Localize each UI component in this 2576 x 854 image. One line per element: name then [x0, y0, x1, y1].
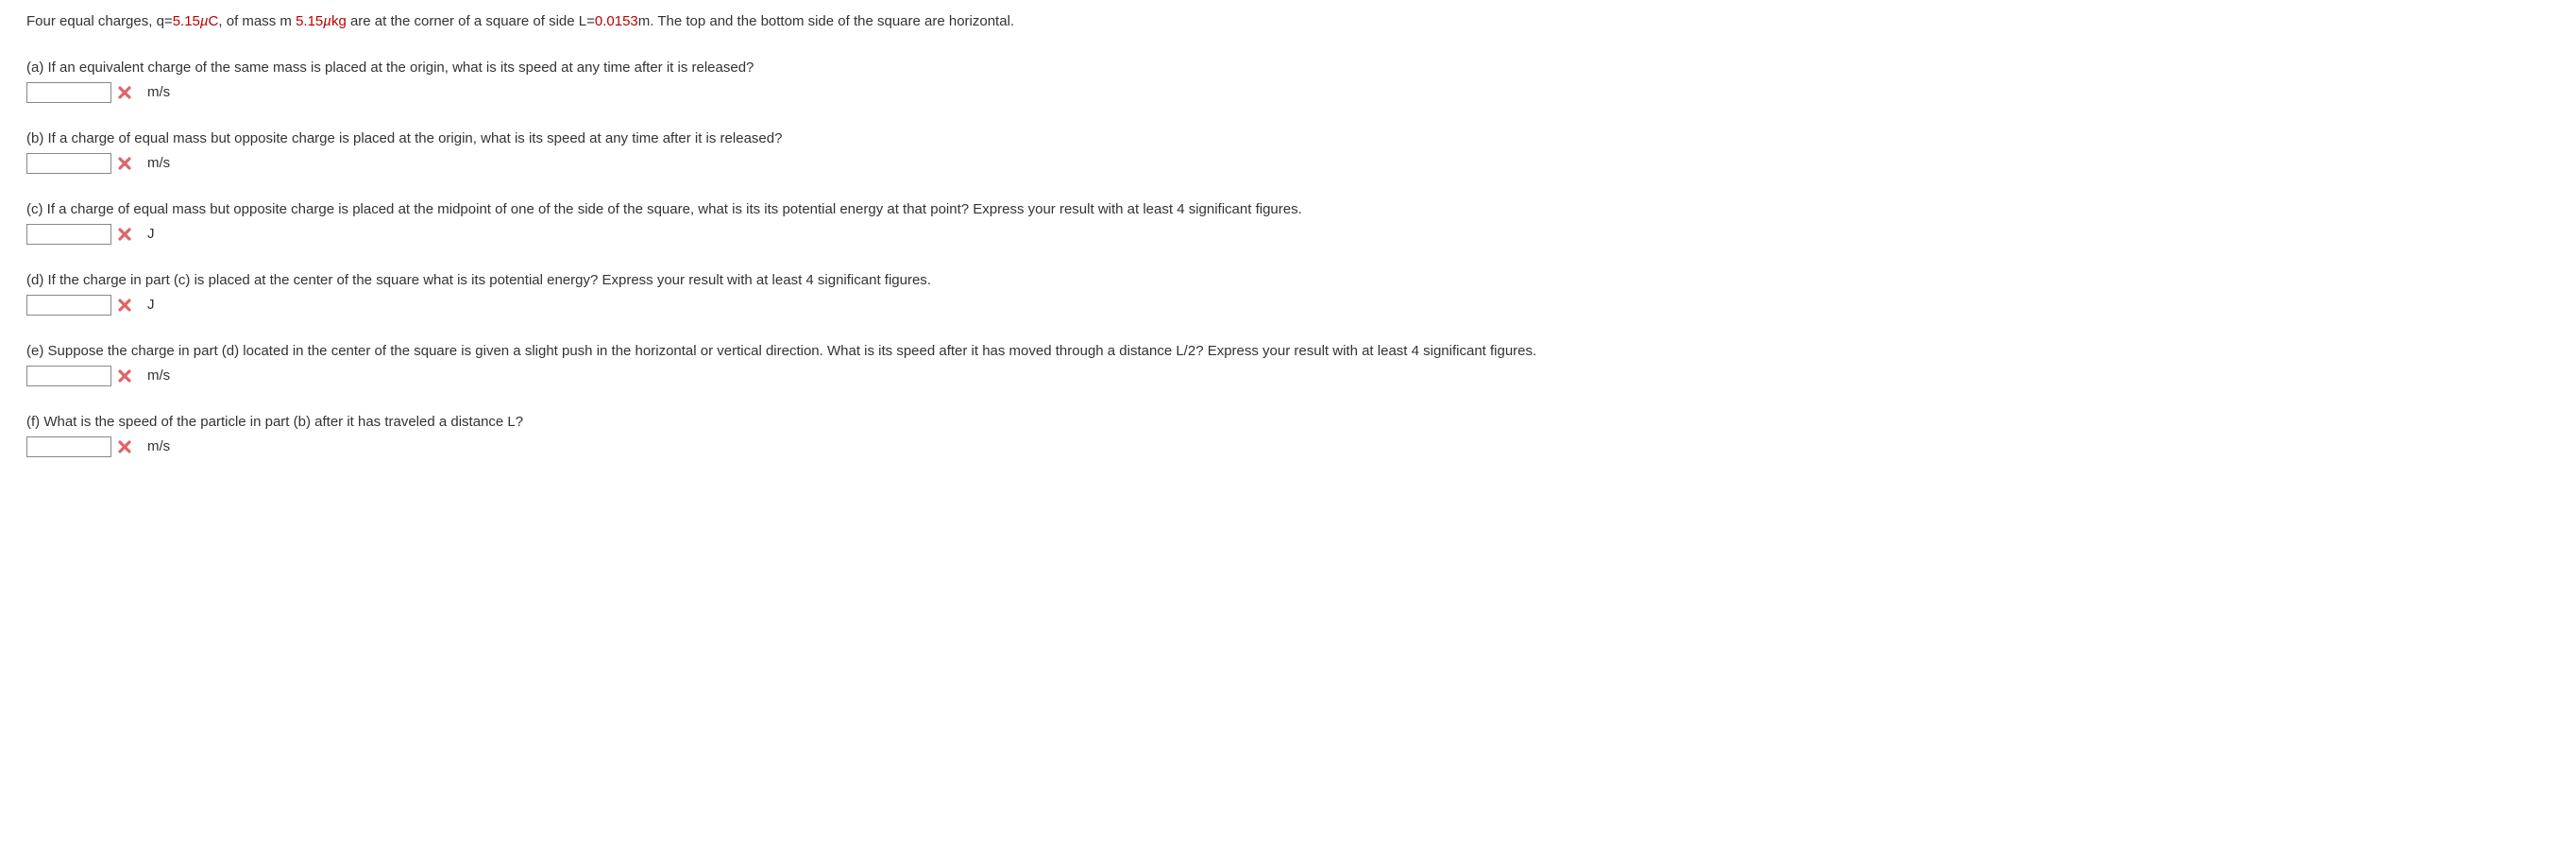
- part-d-text: If the charge in part (c) is placed at t…: [48, 272, 931, 288]
- q-unit: C: [209, 13, 219, 29]
- part-d-answer-row: J: [26, 295, 2550, 316]
- part-d-prompt: (d) If the charge in part (c) is placed …: [26, 270, 2550, 292]
- L-unit: m: [638, 13, 651, 29]
- part-b-unit: m/s: [147, 153, 170, 175]
- part-e: (e) Suppose the charge in part (d) locat…: [26, 341, 2550, 387]
- part-b-label: (b): [26, 130, 48, 146]
- part-c-answer-row: J: [26, 224, 2550, 246]
- incorrect-icon: [117, 298, 132, 313]
- part-b-text: If a charge of equal mass but opposite c…: [48, 130, 783, 146]
- part-f-label: (f): [26, 414, 43, 430]
- q-unit-prefix: µ: [200, 13, 209, 29]
- part-d-label: (d): [26, 272, 48, 288]
- m-unit-prefix: µ: [323, 13, 331, 29]
- L-value: 0.0153: [595, 13, 638, 29]
- part-c: (c) If a charge of equal mass but opposi…: [26, 199, 2550, 246]
- intro-text-3: are at the corner of a square of side L=: [347, 13, 595, 29]
- part-f-unit: m/s: [147, 436, 170, 458]
- question-page: Four equal charges, q=5.15µC, of mass m …: [0, 0, 2576, 509]
- part-e-prompt: (e) Suppose the charge in part (d) locat…: [26, 341, 2550, 363]
- incorrect-icon: [117, 227, 132, 242]
- part-f-text: What is the speed of the particle in par…: [43, 414, 523, 430]
- part-e-unit: m/s: [147, 366, 170, 387]
- m-unit: kg: [331, 13, 347, 29]
- part-f-answer-input[interactable]: [26, 436, 111, 457]
- m-value: 5.15: [296, 13, 323, 29]
- question-intro: Four equal charges, q=5.15µC, of mass m …: [26, 11, 2550, 33]
- part-a-prompt: (a) If an equivalent charge of the same …: [26, 58, 2550, 79]
- incorrect-icon: [117, 156, 132, 171]
- part-a-answer-input[interactable]: [26, 82, 111, 103]
- q-value: 5.15: [173, 13, 200, 29]
- part-e-text: Suppose the charge in part (d) located i…: [48, 343, 1537, 359]
- part-e-answer-input[interactable]: [26, 366, 111, 386]
- part-c-text: If a charge of equal mass but opposite c…: [47, 201, 1302, 217]
- part-a-text: If an equivalent charge of the same mass…: [48, 60, 754, 76]
- part-b-answer-row: m/s: [26, 153, 2550, 175]
- part-d-answer-input[interactable]: [26, 295, 111, 316]
- intro-text-4: . The top and the bottom side of the squ…: [650, 13, 1014, 29]
- intro-text-1: Four equal charges, q=: [26, 13, 173, 29]
- part-b-prompt: (b) If a charge of equal mass but opposi…: [26, 128, 2550, 150]
- part-d: (d) If the charge in part (c) is placed …: [26, 270, 2550, 316]
- incorrect-icon: [117, 439, 132, 454]
- part-b: (b) If a charge of equal mass but opposi…: [26, 128, 2550, 175]
- part-a-unit: m/s: [147, 82, 170, 104]
- part-a: (a) If an equivalent charge of the same …: [26, 58, 2550, 104]
- part-f-answer-row: m/s: [26, 436, 2550, 458]
- incorrect-icon: [117, 368, 132, 384]
- part-c-prompt: (c) If a charge of equal mass but opposi…: [26, 199, 2550, 221]
- part-e-answer-row: m/s: [26, 366, 2550, 387]
- part-d-unit: J: [147, 295, 155, 316]
- part-e-label: (e): [26, 343, 48, 359]
- part-f: (f) What is the speed of the particle in…: [26, 412, 2550, 458]
- part-c-unit: J: [147, 224, 155, 246]
- part-c-answer-input[interactable]: [26, 224, 111, 245]
- part-c-label: (c): [26, 201, 47, 217]
- part-b-answer-input[interactable]: [26, 153, 111, 174]
- incorrect-icon: [117, 85, 132, 100]
- part-a-label: (a): [26, 60, 48, 76]
- part-f-prompt: (f) What is the speed of the particle in…: [26, 412, 2550, 434]
- intro-text-2: , of mass m: [218, 13, 296, 29]
- part-a-answer-row: m/s: [26, 82, 2550, 104]
